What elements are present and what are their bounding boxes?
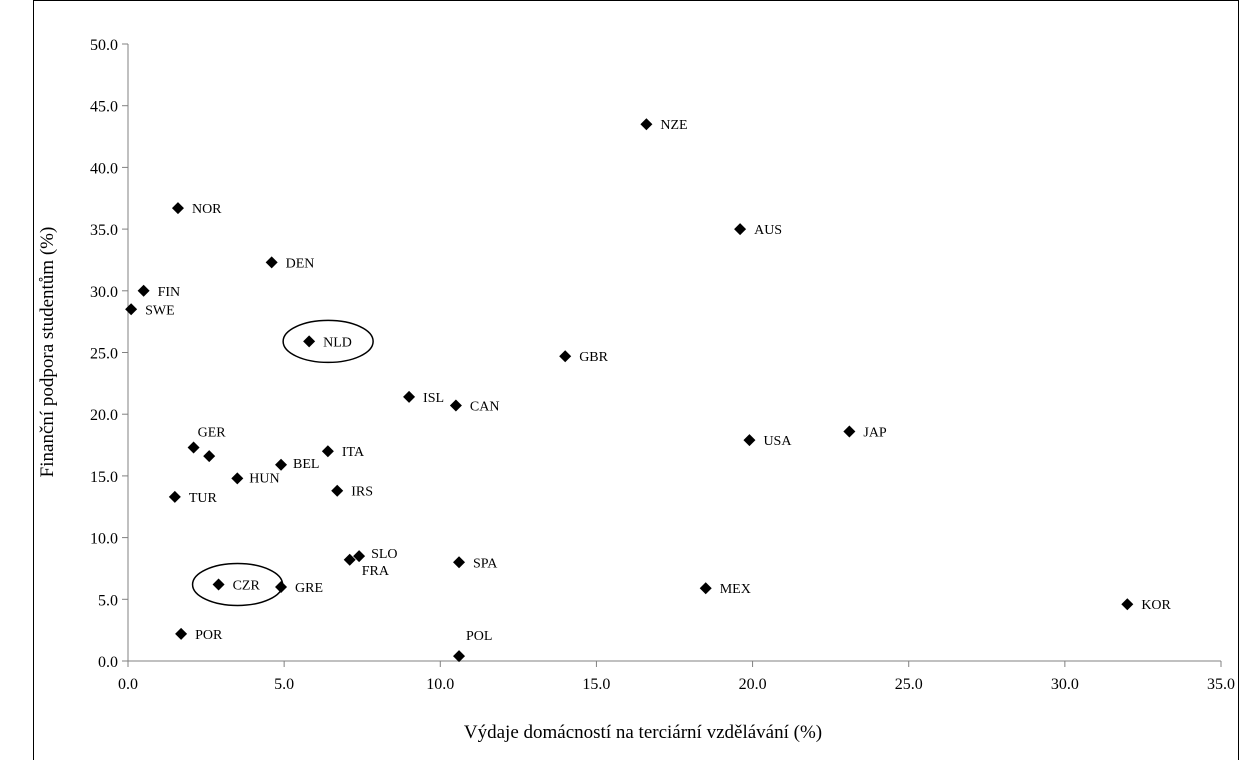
y-tick-label: 10.0 [90,531,118,548]
data-point-marker [449,399,462,412]
data-point-marker [403,390,416,403]
data-point-marker [559,350,572,363]
data-point-label: CAN [470,400,500,415]
y-tick-label: 35.0 [90,222,118,239]
data-point-marker [343,553,356,566]
data-point-marker [303,335,316,348]
data-point-label: SPA [473,556,498,571]
data-point-marker [125,303,138,316]
data-point-marker [453,556,466,569]
data-point-label: CZR [233,578,261,593]
chart-border [33,0,1239,760]
data-point-label: GRE [295,581,323,596]
data-point-label: HUN [249,471,279,486]
data-point-marker [843,425,856,438]
data-point-marker [640,118,653,131]
axes [127,44,1221,662]
data-point-label: MEX [720,582,751,597]
data-point-label: TUR [189,491,218,506]
data-point-marker [212,578,225,591]
x-tick-label: 5.0 [274,676,294,693]
data-point-marker [175,627,188,640]
data-point-label: BEL [293,457,319,472]
data-point-marker [168,490,181,503]
data-point-marker [321,445,334,458]
data-point-label: POL [466,629,492,644]
x-tick-label: 25.0 [895,676,923,693]
y-tick-label: 25.0 [90,346,118,363]
chart-frame: 0.0 5.0 10.0 15.0 20.0 25.0 30.0 35.0 0.0 5.0 10.… [33,0,1240,760]
data-point-marker [231,472,244,485]
x-axis-title: Výdaje domácností na terciární vzděláván… [464,722,822,743]
y-tick-label: 45.0 [90,99,118,116]
data-point-label: NOR [192,202,222,217]
data-point-label: POR [195,628,223,643]
data-point-label: SWE [145,303,175,318]
y-tick-label: 50.0 [90,37,118,54]
data-point-label: NZE [660,118,687,133]
data-point-label: FIN [158,285,181,300]
data-point-label: KOR [1141,598,1171,613]
y-tick-label: 30.0 [90,284,118,301]
x-tick-label: 35.0 [1207,676,1235,693]
data-point-label: DEN [286,256,315,271]
data-point-label: FRA [362,564,390,579]
data-point-label: GBR [579,350,608,365]
y-tick-label: 40.0 [90,160,118,177]
y-axis-title: Finanční podpora studentům (%) [37,227,58,478]
x-tick-label: 20.0 [739,676,767,693]
y-tick-label: 20.0 [90,407,118,424]
data-point-marker [743,434,756,447]
x-tick-label: 15.0 [582,676,610,693]
x-tick-label: 0.0 [118,676,138,693]
data-point-marker [171,202,184,215]
y-tick-label: 0.0 [98,654,118,671]
data-point-marker [331,484,344,497]
data-point-label: AUS [754,223,782,238]
data-point-marker [699,582,712,595]
scatter-chart: 0.0 5.0 10.0 15.0 20.0 25.0 30.0 35.0 0.0 5.0 10.… [33,0,1239,760]
x-tick-label: 10.0 [426,676,454,693]
data-point-label: ITA [342,445,365,460]
data-point-label: NLD [323,335,352,350]
data-point-label: IRS [351,485,373,500]
data-point-marker [187,441,200,454]
data-point-marker [275,458,288,471]
data-point-marker [137,284,150,297]
y-tick-label: 15.0 [90,469,118,486]
x-axis-ticks: 0.0 5.0 10.0 15.0 20.0 25.0 30.0 35.0 [118,661,1235,693]
highlight-ellipse [282,319,374,364]
data-points: NZE NOR AUS DEN FIN SWE NLD GBR ISL CAN JAP USA GER I… [125,118,1172,663]
data-point-marker [265,256,278,269]
data-point-label: ISL [423,391,444,406]
y-axis-ticks: 0.0 5.0 10.0 15.0 20.0 25.0 30.0 35.0 40.0 45.0 50… [90,37,128,671]
x-tick-label: 30.0 [1051,676,1079,693]
data-point-label: SLO [371,547,397,562]
data-point-marker [453,650,466,663]
data-point-marker [734,223,747,236]
data-point-marker [353,550,366,563]
data-point-label: GER [198,426,227,441]
data-point-marker [1121,598,1134,611]
data-point-marker [203,450,216,463]
y-tick-label: 5.0 [98,592,118,609]
data-point-label: JAP [863,425,887,440]
data-point-label: USA [763,434,792,449]
data-point-marker [275,580,288,593]
